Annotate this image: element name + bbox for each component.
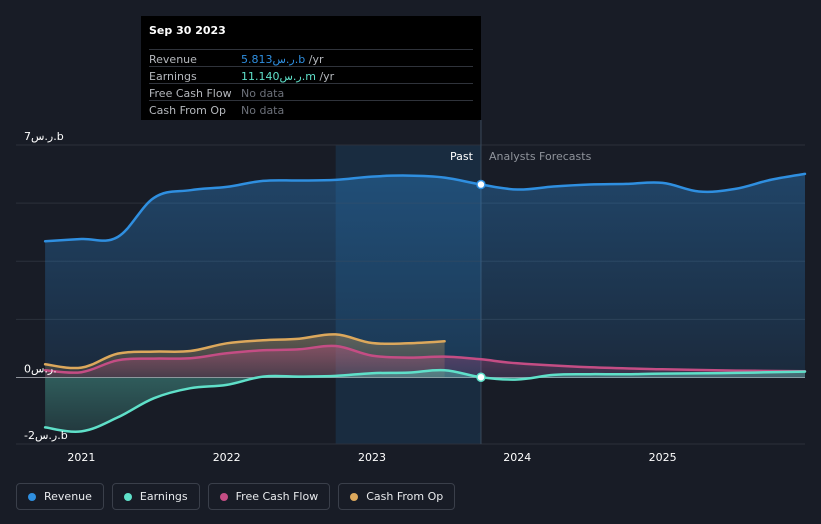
legend-dot-cfo: [350, 492, 359, 501]
tooltip-row-revenue: Revenue 5.813ر.س.b /yr: [149, 49, 473, 67]
tooltip-label-revenue: Revenue: [149, 53, 197, 66]
tooltip-value-revenue-number: 5.813ر.س.b: [241, 53, 306, 66]
y-tick-label-1: 0ر.س.: [24, 363, 57, 376]
legend-label-revenue: Revenue: [44, 490, 92, 503]
tooltip-label-earnings: Earnings: [149, 70, 197, 83]
series-area-free-cash-flow: [45, 345, 806, 378]
x-tick-label-2: 2023: [358, 451, 386, 464]
tooltip-unit-revenue: /yr: [308, 53, 324, 66]
series-line-earnings: [43, 368, 807, 434]
tooltip-row-fcf: Free Cash Flow No data: [149, 83, 473, 101]
legend-dot-earnings: [123, 492, 132, 501]
tooltip: Sep 30 2023 Revenue 5.813ر.س.b /yr Earni…: [141, 16, 481, 120]
marker-earnings: [476, 372, 486, 382]
legend-dot-fcf: [219, 492, 228, 501]
x-tick-label-1: 2022: [213, 451, 241, 464]
marker-revenue: [476, 179, 486, 190]
legend: Revenue Earnings Free Cash Flow Cash Fro…: [16, 483, 456, 510]
tooltip-value-earnings-number: 11.140ر.س.m: [241, 70, 316, 83]
tooltip-row-earnings: Earnings 11.140ر.س.m /yr: [149, 66, 473, 84]
tooltip-unit-earnings: /yr: [319, 70, 335, 83]
legend-item-cfo[interactable]: Cash From Op: [338, 483, 456, 510]
x-tick-label-0: 2021: [67, 451, 95, 464]
legend-dot-revenue: [28, 492, 36, 501]
legend-label-fcf: Free Cash Flow: [235, 490, 319, 503]
legend-item-fcf[interactable]: Free Cash Flow: [207, 483, 331, 510]
series-line-cash-from-op: [43, 333, 446, 370]
series-line-free-cash-flow: [43, 344, 807, 374]
y-tick-label-2: -2ر.س.b: [24, 429, 68, 442]
y-tick-label-0: 7ر.س.b: [24, 130, 64, 143]
legend-label-cfo: Cash From Op: [366, 490, 444, 503]
tooltip-label-cfo: Cash From Op: [149, 104, 227, 117]
tooltip-value-fcf: No data: [241, 87, 285, 100]
series-line-revenue: [43, 172, 807, 243]
tooltip-label-fcf: Free Cash Flow: [149, 87, 232, 100]
tooltip-row-cfo: Cash From Op No data: [149, 100, 473, 118]
series-area-revenue: [45, 173, 806, 378]
label-past: Past: [450, 150, 474, 163]
tooltip-value-revenue: 5.813ر.س.b /yr: [241, 53, 323, 66]
legend-item-earnings[interactable]: Earnings: [111, 483, 200, 510]
label-forecast: Analysts Forecasts: [489, 150, 592, 163]
tooltip-value-earnings: 11.140ر.س.m /yr: [241, 70, 334, 83]
tooltip-value-cfo: No data: [241, 104, 285, 117]
tooltip-date: Sep 30 2023: [149, 24, 226, 37]
series-area-earnings: [45, 370, 806, 432]
legend-label-earnings: Earnings: [139, 490, 188, 503]
x-tick-label-4: 2025: [649, 451, 677, 464]
legend-item-revenue[interactable]: Revenue: [16, 483, 104, 510]
x-tick-label-3: 2024: [503, 451, 531, 464]
